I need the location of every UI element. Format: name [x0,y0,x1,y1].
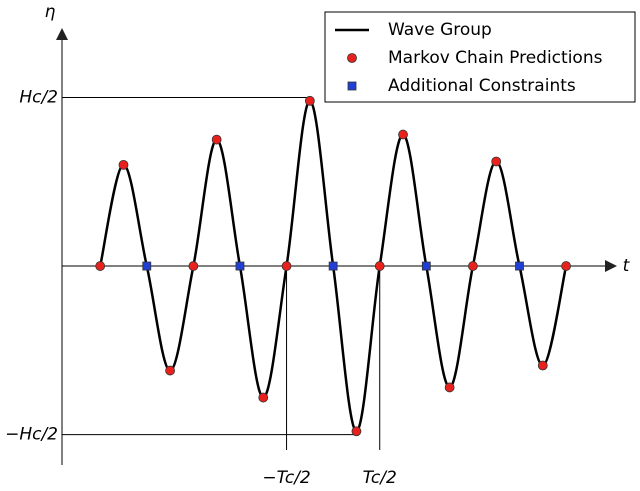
prediction-point [561,261,571,271]
prediction-point [281,261,292,271]
prediction-point [468,261,478,271]
constraint-point [142,261,152,271]
x-axis-label: t [623,256,631,276]
constraint-point [515,261,524,271]
constraint-point [235,261,245,271]
constraint-point [328,261,338,271]
x-tick-label: Tc/2 [363,468,397,488]
prediction-point [398,129,408,140]
legend-label: Markov Chain Predictions [388,48,603,68]
prediction-point [165,365,175,376]
y-tick-label: −Hc/2 [5,425,58,445]
y-axis-label: η [45,2,56,22]
prediction-point [95,261,106,271]
legend-box [324,11,636,103]
prediction-point [118,159,129,170]
legend-swatch [347,81,357,91]
prediction-point [304,95,315,106]
prediction-point [491,156,502,167]
prediction-point [188,261,199,271]
y-tick-label: Hc/2 [19,87,58,107]
prediction-point [351,426,362,437]
y-axis-arrow [56,28,68,40]
prediction-point [211,134,222,145]
legend-label: Additional Constraints [388,76,576,96]
x-tick-label: −Tc/2 [262,468,310,488]
constraint-point [421,261,431,271]
prediction-point [537,360,548,371]
prediction-point [374,261,385,271]
x-axis-arrow [605,260,617,273]
prediction-point [444,382,455,393]
legend-swatch [347,53,357,63]
legend-label: Wave Group [388,20,492,40]
prediction-point [258,392,269,403]
